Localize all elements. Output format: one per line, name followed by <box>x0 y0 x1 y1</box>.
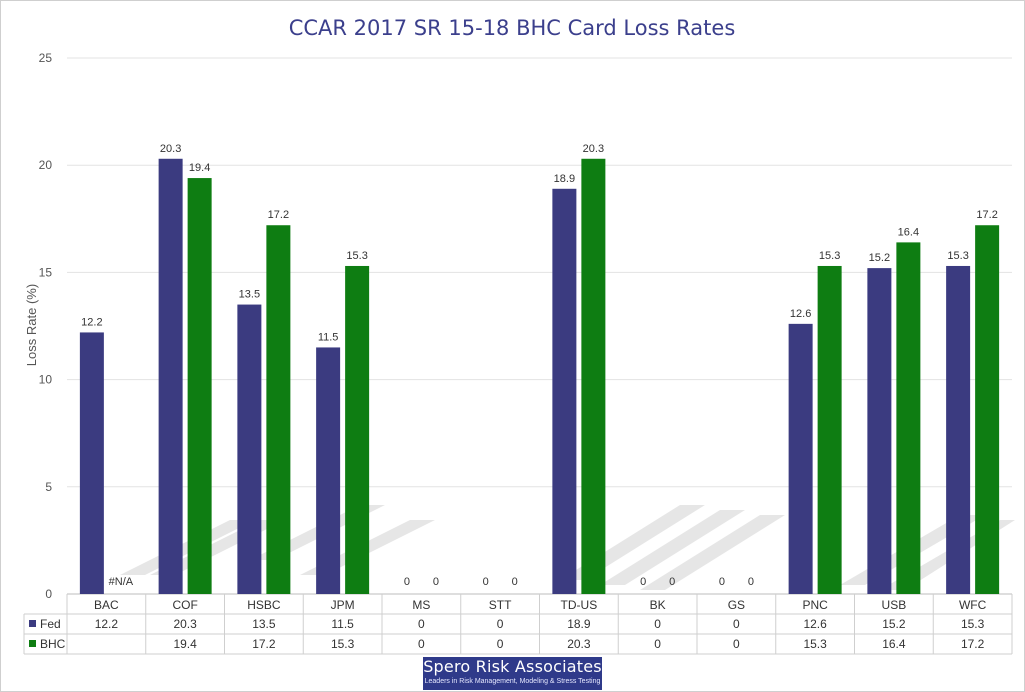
table-cell: 15.3 <box>331 637 355 651</box>
table-cell: 17.2 <box>961 637 985 651</box>
data-label: 0 <box>433 576 439 588</box>
data-label: 11.5 <box>318 331 339 343</box>
x-tick-label: PNC <box>802 598 828 612</box>
bar-bhc <box>187 178 212 594</box>
x-tick-label: COF <box>172 598 197 612</box>
x-tick-label: MS <box>412 598 430 612</box>
chart-title: CCAR 2017 SR 15-18 BHC Card Loss Rates <box>289 16 736 40</box>
bar-fed <box>158 158 183 594</box>
x-tick-label: HSBC <box>247 598 281 612</box>
table-cell: 0 <box>497 637 504 651</box>
bar-fed <box>867 268 892 594</box>
data-label: 20.3 <box>583 143 604 155</box>
table-cell: 11.5 <box>331 617 354 631</box>
legend-key-bhc <box>29 640 36 647</box>
y-tick-label: 20 <box>39 158 53 172</box>
data-label: #N/A <box>109 576 134 588</box>
data-label: 0 <box>669 576 675 588</box>
x-tick-label: BAC <box>94 598 119 612</box>
y-axis-label: Loss Rate (%) <box>24 284 39 366</box>
table-cell: 12.6 <box>803 617 827 631</box>
table-cell: 19.4 <box>173 637 197 651</box>
data-label: 17.2 <box>976 209 997 221</box>
data-label: 0 <box>748 576 754 588</box>
y-tick-label: 5 <box>45 480 52 494</box>
data-label: 15.3 <box>346 250 367 262</box>
table-cell: 15.3 <box>803 637 827 651</box>
data-label: 13.5 <box>239 289 260 301</box>
data-label: 20.3 <box>160 143 181 155</box>
data-label: 15.3 <box>819 250 840 262</box>
x-tick-label: JPM <box>331 598 355 612</box>
data-label: 0 <box>512 576 518 588</box>
bar-fed <box>316 347 341 594</box>
table-cell: 16.4 <box>882 637 906 651</box>
y-tick-label: 0 <box>45 587 52 601</box>
x-tick-label: TD-US <box>561 598 598 612</box>
data-label: 0 <box>404 576 410 588</box>
spero-logo: Spero Risk Associates Leaders in Risk Ma… <box>423 657 602 690</box>
table-cell: 0 <box>418 617 425 631</box>
bar-fed <box>79 332 104 594</box>
table-cell: 0 <box>654 637 661 651</box>
y-tick-label: 25 <box>39 51 53 65</box>
data-label: 15.2 <box>869 252 890 264</box>
bar-fed <box>237 304 262 594</box>
legend-label: Fed <box>40 617 61 631</box>
bar-fed <box>946 265 971 594</box>
table-cell: 15.2 <box>882 617 906 631</box>
x-tick-label: BK <box>650 598 666 612</box>
table-cell: 0 <box>497 617 504 631</box>
table-cell: 0 <box>733 637 740 651</box>
data-label: 18.9 <box>554 173 575 185</box>
table-cell: 12.2 <box>95 617 119 631</box>
y-tick-label: 10 <box>39 373 53 387</box>
table-cell: 0 <box>418 637 425 651</box>
table-cell: 0 <box>654 617 661 631</box>
x-tick-label: STT <box>489 598 512 612</box>
x-tick-label: WFC <box>959 598 987 612</box>
data-label: 17.2 <box>268 209 289 221</box>
legend-key-fed <box>29 620 36 627</box>
table-cell: 20.3 <box>173 617 197 631</box>
table-cell: 18.9 <box>567 617 591 631</box>
data-label: 0 <box>640 576 646 588</box>
data-label: 19.4 <box>189 162 210 174</box>
table-cell: 17.2 <box>252 637 276 651</box>
logo-name: Spero Risk Associates <box>423 657 602 676</box>
x-tick-label: USB <box>882 598 907 612</box>
table-cell: 13.5 <box>252 617 276 631</box>
data-label: 0 <box>483 576 489 588</box>
x-tick-label: GS <box>728 598 745 612</box>
legend-label: BHC <box>40 637 66 651</box>
bar-bhc <box>345 265 370 594</box>
bar-bhc <box>975 225 1000 594</box>
data-label: 12.6 <box>790 308 811 320</box>
bar-fed <box>788 323 813 594</box>
table-cell: 0 <box>733 617 740 631</box>
bar-bhc <box>896 242 921 594</box>
data-label: 0 <box>719 576 725 588</box>
data-label: 12.2 <box>81 316 102 328</box>
bar-bhc <box>817 265 842 594</box>
y-tick-label: 15 <box>39 265 53 279</box>
logo-tagline: Leaders in Risk Management, Modeling & S… <box>424 678 601 685</box>
table-cell: 15.3 <box>961 617 985 631</box>
data-label: 15.3 <box>947 250 968 262</box>
bar-fed <box>552 188 577 594</box>
table-cell: 20.3 <box>567 637 591 651</box>
bar-bhc <box>266 225 291 594</box>
bar-bhc <box>581 158 606 594</box>
data-label: 16.4 <box>898 226 919 238</box>
